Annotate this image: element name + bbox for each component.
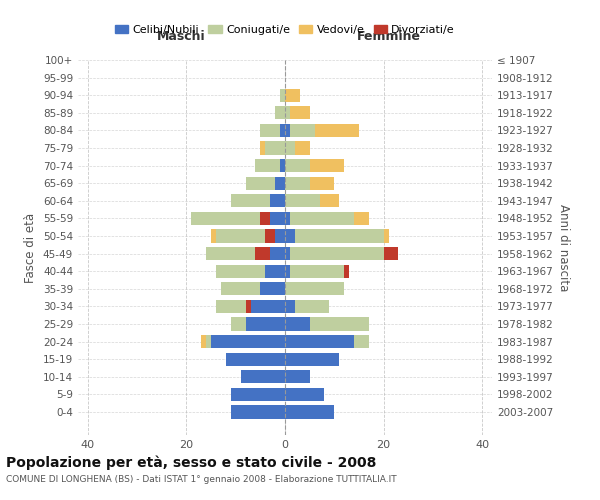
Bar [285,352,339,366]
Bar [295,230,383,242]
Bar [270,247,285,260]
Bar [270,212,285,225]
Bar [206,335,211,348]
Bar [216,264,265,278]
Bar [285,142,295,154]
Bar [290,212,354,225]
Bar [265,230,275,242]
Text: Femmine: Femmine [356,30,421,44]
Bar [211,230,216,242]
Bar [320,194,339,207]
Bar [241,370,285,384]
Bar [344,264,349,278]
Bar [285,230,295,242]
Bar [245,300,251,313]
Y-axis label: Fasce di età: Fasce di età [25,212,37,282]
Bar [260,282,285,296]
Bar [245,176,275,190]
Bar [290,264,344,278]
Bar [314,124,359,137]
Bar [256,159,280,172]
Bar [206,247,270,260]
Bar [256,247,270,260]
Bar [383,230,389,242]
Y-axis label: Anni di nascita: Anni di nascita [557,204,570,291]
Bar [270,194,285,207]
Bar [231,194,270,207]
Bar [290,106,310,120]
Bar [211,335,285,348]
Text: Popolazione per età, sesso e stato civile - 2008: Popolazione per età, sesso e stato civil… [6,455,376,469]
Bar [295,300,329,313]
Bar [285,212,290,225]
Bar [216,300,251,313]
Bar [285,318,310,330]
Bar [260,124,280,137]
Bar [280,124,285,137]
Bar [285,335,354,348]
Bar [275,106,285,120]
Bar [275,230,285,242]
Bar [285,106,290,120]
Bar [191,212,270,225]
Bar [285,370,310,384]
Bar [285,88,300,102]
Bar [285,159,310,172]
Bar [290,124,314,137]
Bar [231,406,285,418]
Bar [285,388,325,401]
Bar [221,282,260,296]
Bar [231,388,285,401]
Bar [310,159,344,172]
Bar [216,230,275,242]
Bar [260,142,265,154]
Bar [295,142,310,154]
Bar [275,176,285,190]
Bar [251,300,285,313]
Text: Maschi: Maschi [157,30,206,44]
Bar [260,212,270,225]
Bar [285,282,344,296]
Bar [285,194,320,207]
Bar [285,124,290,137]
Bar [265,264,285,278]
Bar [285,300,295,313]
Bar [231,318,245,330]
Bar [201,335,206,348]
Bar [285,406,334,418]
Bar [285,264,290,278]
Bar [226,352,285,366]
Bar [280,159,285,172]
Bar [285,176,310,190]
Bar [383,247,398,260]
Bar [310,318,369,330]
Bar [383,247,389,260]
Bar [354,212,369,225]
Bar [280,88,285,102]
Bar [354,335,369,348]
Legend: Celibi/Nubili, Coniugati/e, Vedovi/e, Divorziati/e: Celibi/Nubili, Coniugati/e, Vedovi/e, Di… [110,20,460,40]
Bar [285,247,290,260]
Bar [310,176,334,190]
Bar [290,247,383,260]
Bar [265,142,285,154]
Text: COMUNE DI LONGHENA (BS) - Dati ISTAT 1° gennaio 2008 - Elaborazione TUTTITALIA.I: COMUNE DI LONGHENA (BS) - Dati ISTAT 1° … [6,475,397,484]
Bar [245,318,285,330]
